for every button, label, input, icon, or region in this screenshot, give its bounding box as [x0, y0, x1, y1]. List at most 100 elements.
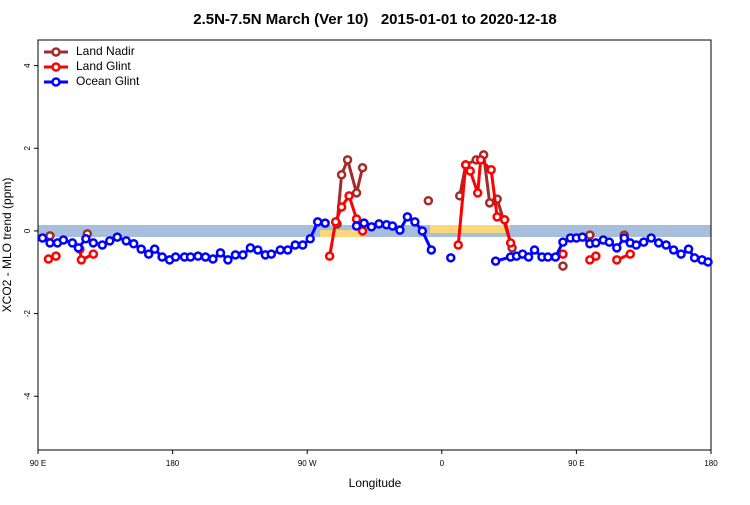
data-point [208, 254, 218, 264]
data-point [585, 230, 595, 240]
data-point [703, 257, 713, 267]
legend-marker [51, 77, 61, 87]
data-point [625, 249, 635, 259]
data-point [297, 240, 308, 250]
data-point [97, 240, 108, 250]
data-point [426, 245, 437, 255]
data-point [170, 252, 181, 262]
data-point [465, 166, 475, 176]
x-axis-label: Longitude [349, 476, 402, 490]
data-point [387, 221, 398, 231]
data-point [149, 244, 160, 254]
data-point [215, 248, 226, 258]
data-point [543, 252, 553, 262]
data-point [105, 236, 115, 246]
data-point [661, 240, 671, 250]
data-point [157, 252, 167, 262]
data-point [67, 238, 78, 248]
y-tick-label: 2 [23, 146, 32, 151]
data-point [653, 238, 664, 248]
background-band [38, 225, 711, 237]
data-point [344, 191, 354, 201]
data-point [37, 233, 48, 243]
x-tick-label: 180 [166, 459, 180, 468]
data-point [646, 233, 656, 243]
chart-title: 2.5N-7.5N March (Ver 10) 2015-01-01 to 2… [193, 11, 557, 28]
data-point [336, 169, 347, 180]
background-patch [430, 225, 510, 233]
data-point [486, 165, 496, 175]
data-point [638, 237, 649, 247]
data-point [88, 238, 99, 248]
y-tick-label: 4 [23, 63, 32, 68]
data-point [266, 249, 277, 259]
data-point [612, 255, 622, 265]
data-point [402, 212, 413, 222]
data-point [73, 243, 84, 253]
data-point [499, 215, 510, 225]
legend-label: Ocean Glint [76, 74, 140, 88]
data-point [88, 249, 99, 259]
plot-frame [37, 39, 712, 451]
data-point [330, 217, 341, 227]
data-point [357, 162, 368, 173]
data-point [245, 243, 256, 253]
data-point [423, 196, 434, 206]
data-point [453, 240, 464, 250]
data-point [505, 238, 516, 248]
data-point [58, 235, 69, 245]
data-point [200, 252, 211, 262]
data-point [230, 250, 241, 260]
data-point [523, 252, 534, 262]
y-tick-label: -4 [23, 392, 32, 400]
data-point [490, 256, 501, 266]
data-point [275, 245, 286, 255]
data-point [676, 249, 686, 259]
data-point [591, 251, 601, 261]
data-point [558, 249, 568, 259]
data-point [76, 255, 87, 265]
data-point [529, 245, 540, 255]
x-tick-label: 90 E [568, 459, 584, 468]
data-point [45, 238, 55, 248]
x-tick-label: 0 [440, 459, 445, 468]
data-point [410, 217, 420, 227]
data-point [238, 250, 248, 260]
data-point [604, 237, 615, 247]
data-point [591, 238, 601, 248]
data-point [359, 218, 369, 228]
data-point [185, 252, 196, 262]
data-point [619, 233, 630, 243]
data-point [112, 232, 123, 242]
data-point [342, 155, 353, 165]
data-point [143, 249, 154, 259]
data-point [417, 226, 428, 236]
data-point [121, 236, 131, 246]
y-tick-label: -2 [23, 310, 32, 318]
background-patch [320, 230, 365, 237]
data-point [351, 221, 362, 231]
x-tick-label: 180 [704, 459, 718, 468]
legend-label: Land Glint [76, 59, 131, 73]
data-point [631, 240, 641, 250]
data-point [136, 244, 146, 254]
data-point [446, 253, 456, 263]
data-point [305, 234, 315, 244]
data-point [193, 251, 203, 261]
legend-marker [51, 47, 61, 57]
data-point [395, 225, 405, 235]
data-point [475, 155, 486, 165]
data-point [253, 245, 263, 255]
data-point [492, 212, 502, 222]
x-tick-label: 90 E [30, 459, 46, 468]
data-point [320, 218, 330, 228]
legend-marker [51, 62, 61, 72]
data-point [612, 243, 622, 253]
data-point [374, 219, 384, 229]
data-point [668, 245, 679, 255]
data-point [336, 202, 347, 212]
data-point [43, 254, 54, 264]
data-point [689, 253, 700, 263]
data-point [223, 255, 233, 265]
